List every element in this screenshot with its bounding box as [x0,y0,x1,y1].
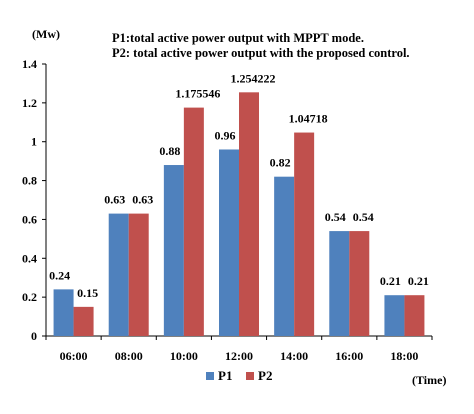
y-tick-label: 0 [31,329,37,343]
y-tick-label: 1.2 [22,96,37,110]
x-tick-label: 16:00 [335,349,363,363]
bar-p2 [294,132,315,336]
legend-label-p2: P2 [258,368,272,383]
x-tick-label: 14:00 [280,349,308,363]
plot-area: 0 0.2 0.4 0.6 0.8 1 1.2 1.4 06:00 0.24 0.15 08:00 0.… [22,57,433,383]
y-tick-label: 0.6 [22,212,37,226]
x-tick-label: 08:00 [115,349,143,363]
data-label-p1: 0.21 [380,274,401,288]
data-label-p1: 0.96 [215,128,236,142]
data-label-p2: 0.54 [353,210,374,224]
bar-p2 [183,107,204,336]
x-tick-label: 18:00 [390,349,418,363]
data-label-p2: 0.15 [77,286,98,300]
bar-p1 [53,289,74,336]
data-label-p2: 1.175546 [175,87,220,101]
data-label-p2: 1.254222 [231,71,276,85]
bar-p2 [128,213,149,336]
y-tick-label: 0.4 [22,251,37,265]
data-label-p1: 0.54 [325,210,346,224]
bar-p1 [384,295,405,336]
bar-p2 [404,295,425,336]
y-axis-unit-label: (Mw) [32,27,60,41]
bar-p1 [108,213,129,336]
data-label-p2: 0.63 [132,193,153,207]
bar-p1 [163,165,184,336]
annotation-p1: P1:total active power output with MPPT m… [112,31,364,45]
data-label-p1: 0.24 [49,268,70,282]
data-label-p1: 0.88 [159,144,180,158]
x-axis-unit-label: (Time) [412,373,446,387]
legend-swatch-p2 [246,372,254,380]
legend-swatch-p1 [206,372,214,380]
data-label-p2: 0.21 [408,274,429,288]
y-tick-label: 0.2 [22,290,37,304]
bar-p1 [219,149,239,336]
y-tick-label: 1 [31,135,37,149]
bar-p1 [329,231,350,336]
y-tick-label: 0.8 [22,174,37,188]
data-label-p1: 0.63 [104,193,125,207]
bar-p1 [274,176,295,336]
x-tick-label: 06:00 [60,349,88,363]
x-tick-label: 12:00 [225,349,253,363]
bar-p2 [73,306,94,336]
y-tick-label: 1.4 [22,57,37,71]
annotation-p2: P2: total active power output with the p… [112,46,410,60]
data-label-p1: 0.82 [270,156,291,170]
data-label-p2: 1.04718 [289,112,328,126]
bar-p2 [349,231,370,336]
bar-p2 [239,92,259,336]
x-tick-label: 10:00 [170,349,198,363]
legend-label-p1: P1 [218,368,232,383]
